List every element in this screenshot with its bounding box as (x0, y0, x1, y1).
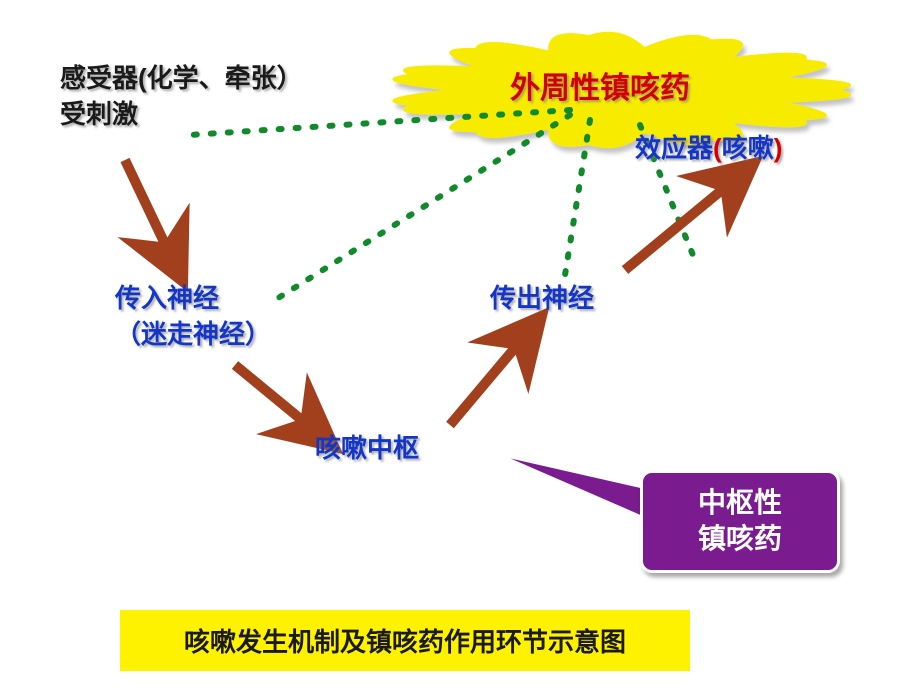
callout-tail (500, 455, 645, 518)
afferent-to-center (235, 365, 320, 435)
afferent-nerve-node: 传入神经 （迷走神经） (115, 280, 271, 353)
callout-line1: 中枢性 (698, 487, 782, 518)
efferent-to-effector (625, 175, 740, 270)
cough-center-node: 咳嗽中枢 (315, 430, 419, 466)
afferent-line1: 传入神经 (115, 283, 219, 313)
cloud-text: 外周性镇咳药 (510, 72, 690, 105)
effector-mid: 咳嗽 (722, 133, 774, 163)
effector-node: 效应器(咳嗽) (635, 130, 782, 166)
afferent-line2: （迷走神经） (115, 319, 271, 349)
receptor-node: 感受器(化学、牵张） 受刺激 (60, 60, 303, 133)
receptor-to-afferent (125, 160, 175, 265)
central-drug-callout: 中枢性 镇咳药 (640, 470, 840, 573)
cloud-to-afferent (275, 115, 570, 300)
efferent-line1: 传出神经 (490, 283, 594, 313)
effector-paren-open: ( (713, 133, 722, 163)
effector-prefix: 效应器 (635, 133, 713, 163)
center-to-efferent (450, 330, 530, 425)
caption-text: 咳嗽发生机制及镇咳药作用环节示意图 (184, 627, 626, 657)
effector-paren-close: ) (774, 133, 783, 163)
receptor-line1: 感受器(化学、牵张） (60, 63, 303, 93)
receptor-line2: 受刺激 (60, 99, 138, 129)
peripheral-drug-label: 外周性镇咳药 (510, 68, 690, 110)
center-line1: 咳嗽中枢 (315, 433, 419, 463)
diagram-caption: 咳嗽发生机制及镇咳药作用环节示意图 (120, 610, 690, 671)
dashed-connectors (190, 110, 695, 300)
callout-line2: 镇咳药 (698, 523, 782, 554)
efferent-nerve-node: 传出神经 (490, 280, 594, 316)
cloud-to-efferent (565, 120, 590, 275)
